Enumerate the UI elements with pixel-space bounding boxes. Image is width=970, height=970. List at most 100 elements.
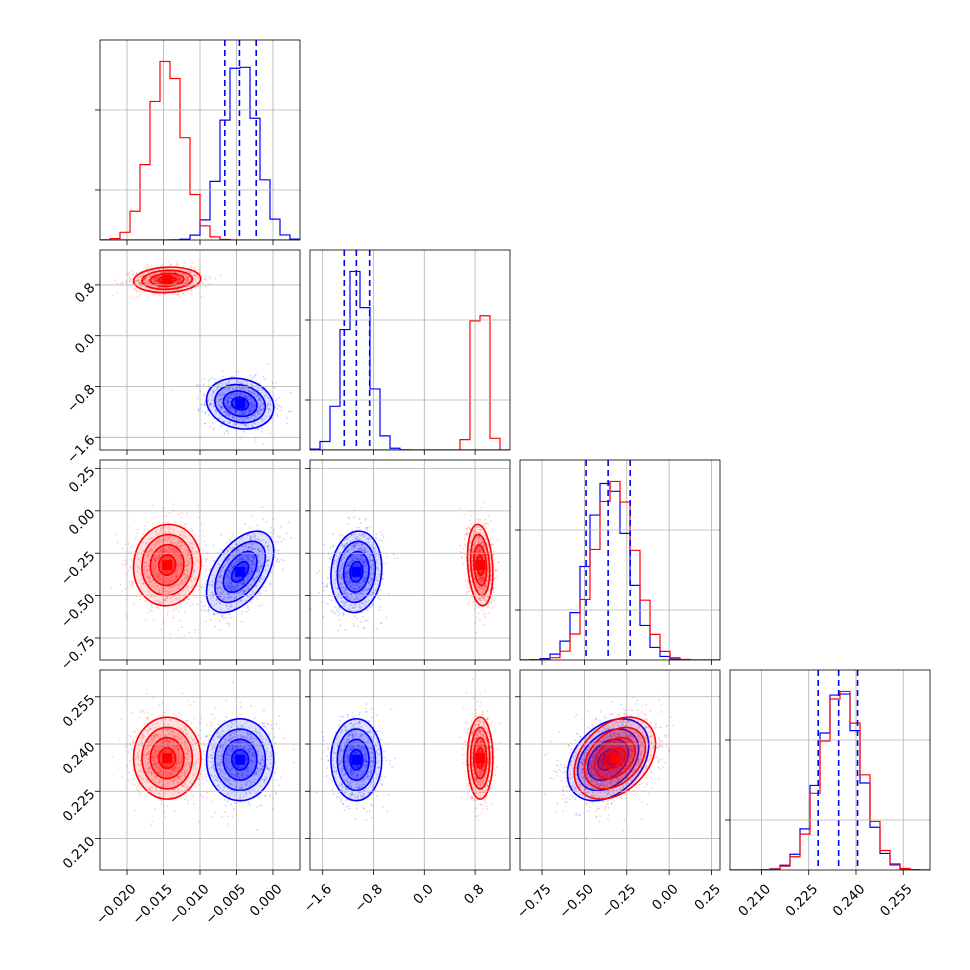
scatter-point	[168, 271, 171, 273]
scatter-point	[479, 549, 482, 552]
scatter-point	[368, 582, 371, 584]
scatter-point	[159, 265, 162, 268]
scatter-point	[353, 549, 355, 552]
scatter-point	[363, 565, 365, 568]
scatter-point	[187, 553, 190, 555]
scatter-point	[172, 549, 175, 552]
scatter-point	[240, 558, 243, 561]
scatter-point	[163, 526, 166, 529]
scatter-point	[164, 590, 167, 592]
scatter-point	[148, 558, 151, 561]
scatter-point	[258, 406, 261, 409]
scatter-point	[249, 596, 251, 599]
scatter-point	[222, 383, 224, 386]
scatter-point	[346, 538, 349, 541]
scatter-point	[483, 573, 485, 575]
scatter-point	[340, 542, 343, 545]
scatter-point	[166, 597, 168, 600]
scatter-point	[169, 271, 171, 273]
scatter-point	[189, 604, 192, 607]
scatter-point	[377, 592, 380, 595]
scatter-point	[163, 549, 166, 552]
scatter-point	[172, 616, 175, 619]
scatter-point	[249, 390, 252, 393]
scatter-point	[235, 388, 238, 391]
scatter-point	[343, 602, 345, 605]
scatter-point	[253, 422, 256, 425]
scatter-point	[155, 532, 157, 535]
scatter-point	[175, 576, 178, 579]
scatter-point	[242, 578, 245, 581]
scatter-point	[166, 555, 169, 558]
scatter-point	[198, 410, 200, 413]
scatter-point	[154, 557, 156, 560]
scatter-point	[204, 544, 207, 547]
scatter-point	[366, 567, 369, 570]
scatter-point	[189, 578, 192, 581]
scatter-point	[362, 627, 365, 630]
scatter-point	[369, 576, 372, 579]
scatter-point	[371, 547, 373, 550]
scatter-point	[200, 410, 203, 413]
scatter-point	[358, 585, 361, 588]
scatter-point	[139, 275, 142, 278]
scatter-point	[333, 559, 336, 562]
scatter-point	[337, 593, 340, 595]
scatter-point	[359, 564, 361, 567]
scatter-point	[192, 570, 195, 573]
scatter-point	[163, 547, 166, 550]
scatter-point	[362, 548, 364, 551]
scatter-point	[478, 579, 481, 582]
scatter-point	[199, 267, 202, 270]
scatter-point	[250, 409, 253, 412]
scatter-point	[354, 557, 357, 560]
scatter-point	[469, 590, 472, 593]
scatter-point	[253, 407, 256, 409]
scatter-point	[164, 539, 167, 542]
scatter-point	[353, 556, 355, 559]
scatter-point	[204, 402, 207, 404]
scatter-point	[195, 281, 198, 284]
scatter-point	[371, 568, 374, 571]
contour-blue	[214, 383, 267, 424]
scatter-point	[228, 415, 231, 417]
scatter-point	[245, 555, 248, 558]
scatter-point	[179, 279, 182, 282]
scatter-point	[158, 578, 161, 580]
scatter-point	[131, 558, 133, 561]
scatter-point	[155, 276, 158, 279]
scatter-point	[232, 416, 235, 419]
scatter-point	[154, 568, 157, 571]
scatter-point	[226, 605, 229, 608]
scatter-point	[357, 558, 360, 561]
scatter-point	[244, 395, 246, 398]
scatter-point	[228, 571, 231, 574]
scatter-point	[338, 573, 340, 576]
scatter-point	[260, 402, 263, 404]
scatter-point	[265, 415, 267, 418]
scatter-point	[164, 292, 167, 295]
scatter-point	[212, 427, 215, 430]
scatter-point	[225, 581, 227, 584]
scatter-point	[241, 420, 244, 422]
scatter-point	[145, 283, 148, 285]
scatter-point	[199, 272, 202, 275]
scatter-point	[379, 622, 382, 625]
scatter-point	[190, 575, 193, 578]
scatter-point	[228, 397, 231, 400]
scatter-point	[281, 568, 284, 571]
scatter-point	[187, 279, 190, 282]
scatter-point	[269, 399, 272, 402]
scatter-point	[249, 536, 252, 539]
scatter-point	[262, 539, 265, 542]
scatter-point	[227, 386, 230, 389]
scatter-point	[209, 425, 212, 428]
scatter-point	[285, 417, 288, 420]
scatter-point	[356, 563, 359, 566]
scatter-point	[149, 581, 152, 584]
scatter-point	[381, 578, 384, 580]
scatter-point	[222, 421, 225, 423]
scatter-point	[361, 593, 364, 596]
scatter-point	[351, 558, 354, 560]
scatter-point	[209, 603, 212, 606]
